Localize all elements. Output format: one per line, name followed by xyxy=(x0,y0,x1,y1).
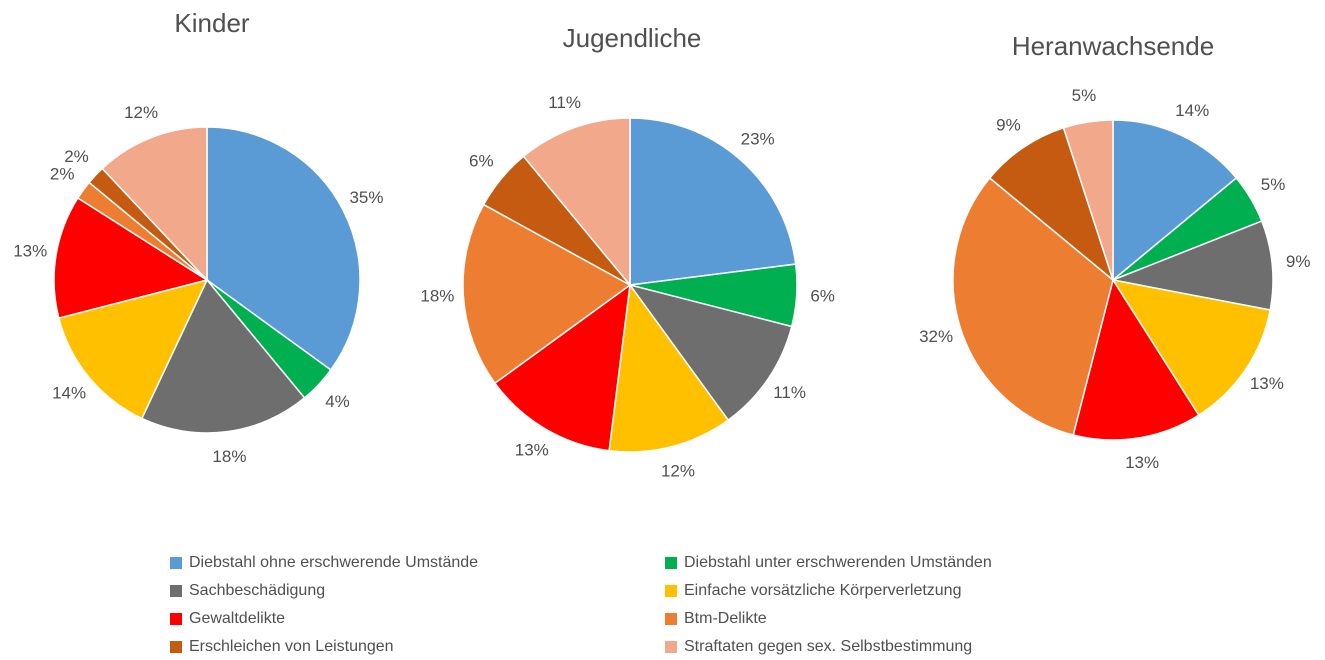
data-label: 11% xyxy=(548,93,581,112)
data-label: 6% xyxy=(810,287,835,306)
pie-slice xyxy=(1110,220,1274,311)
data-label: 12% xyxy=(661,461,695,480)
data-label: 13% xyxy=(13,241,47,260)
pie-slice xyxy=(140,278,306,434)
data-label: 9% xyxy=(996,116,1021,135)
legend-label: Diebstahl unter erschwerenden Umständen xyxy=(684,554,992,571)
data-label: 2% xyxy=(50,164,75,183)
pie-slice xyxy=(206,126,361,371)
data-label: 18% xyxy=(212,447,246,466)
data-label: 11% xyxy=(773,383,806,402)
pie-slice xyxy=(57,278,209,420)
data-label: 13% xyxy=(515,441,549,460)
legend-label: Erschleichen von Leistungen xyxy=(189,638,394,655)
pie-slice xyxy=(952,176,1114,436)
legend-swatch xyxy=(170,557,182,569)
legend-label: Einfache vorsätzliche Körperverletzung xyxy=(684,582,961,599)
legend-swatch xyxy=(665,557,677,569)
data-label: 13% xyxy=(1250,374,1284,393)
chart-title: Jugendliche xyxy=(563,23,702,53)
pie-slice xyxy=(522,117,631,288)
legend-swatch xyxy=(665,641,677,653)
legend-label: Sachbeschädigung xyxy=(189,582,325,599)
data-label: 5% xyxy=(1261,175,1286,194)
pie-slice xyxy=(1112,119,1238,282)
data-label: 9% xyxy=(1286,252,1311,271)
pie-slice xyxy=(628,283,793,422)
legend-swatch xyxy=(665,585,677,597)
pie-slice xyxy=(101,126,208,282)
data-label: 4% xyxy=(325,392,350,411)
pie-slice xyxy=(608,283,730,453)
legend-label: Gewaltdelikte xyxy=(189,610,285,627)
legend-label: Straftaten gegen sex. Selbstbestimmung xyxy=(684,638,972,655)
pie-slice xyxy=(629,117,797,286)
pie-slice xyxy=(462,203,632,385)
pie-slice xyxy=(53,196,209,319)
data-label: 14% xyxy=(52,384,86,403)
legend-label: Btm-Delikte xyxy=(684,610,767,627)
data-label: 35% xyxy=(349,188,383,207)
pie-slice xyxy=(493,283,631,452)
data-label: 14% xyxy=(1175,101,1209,120)
legend-swatch xyxy=(170,613,182,625)
data-label: 32% xyxy=(919,327,953,346)
legend-swatch xyxy=(665,613,677,625)
chart-title: Kinder xyxy=(174,8,249,38)
data-label: 12% xyxy=(124,103,158,122)
legend-label: Diebstahl ohne erschwerende Umstände xyxy=(189,554,478,571)
pie-slice xyxy=(1111,278,1272,417)
pie-slice xyxy=(1072,278,1200,441)
data-label: 6% xyxy=(469,151,494,170)
legend-swatch xyxy=(170,585,182,597)
data-label: 5% xyxy=(1072,86,1097,105)
chart-title: Heranwachsende xyxy=(1012,31,1214,61)
data-label: 2% xyxy=(64,147,89,166)
pie-slice xyxy=(1062,119,1114,281)
pie-slice xyxy=(988,126,1115,283)
legend-swatch xyxy=(170,641,182,653)
data-label: 13% xyxy=(1125,453,1159,472)
data-label: 23% xyxy=(741,130,775,149)
data-label: 18% xyxy=(420,287,454,306)
